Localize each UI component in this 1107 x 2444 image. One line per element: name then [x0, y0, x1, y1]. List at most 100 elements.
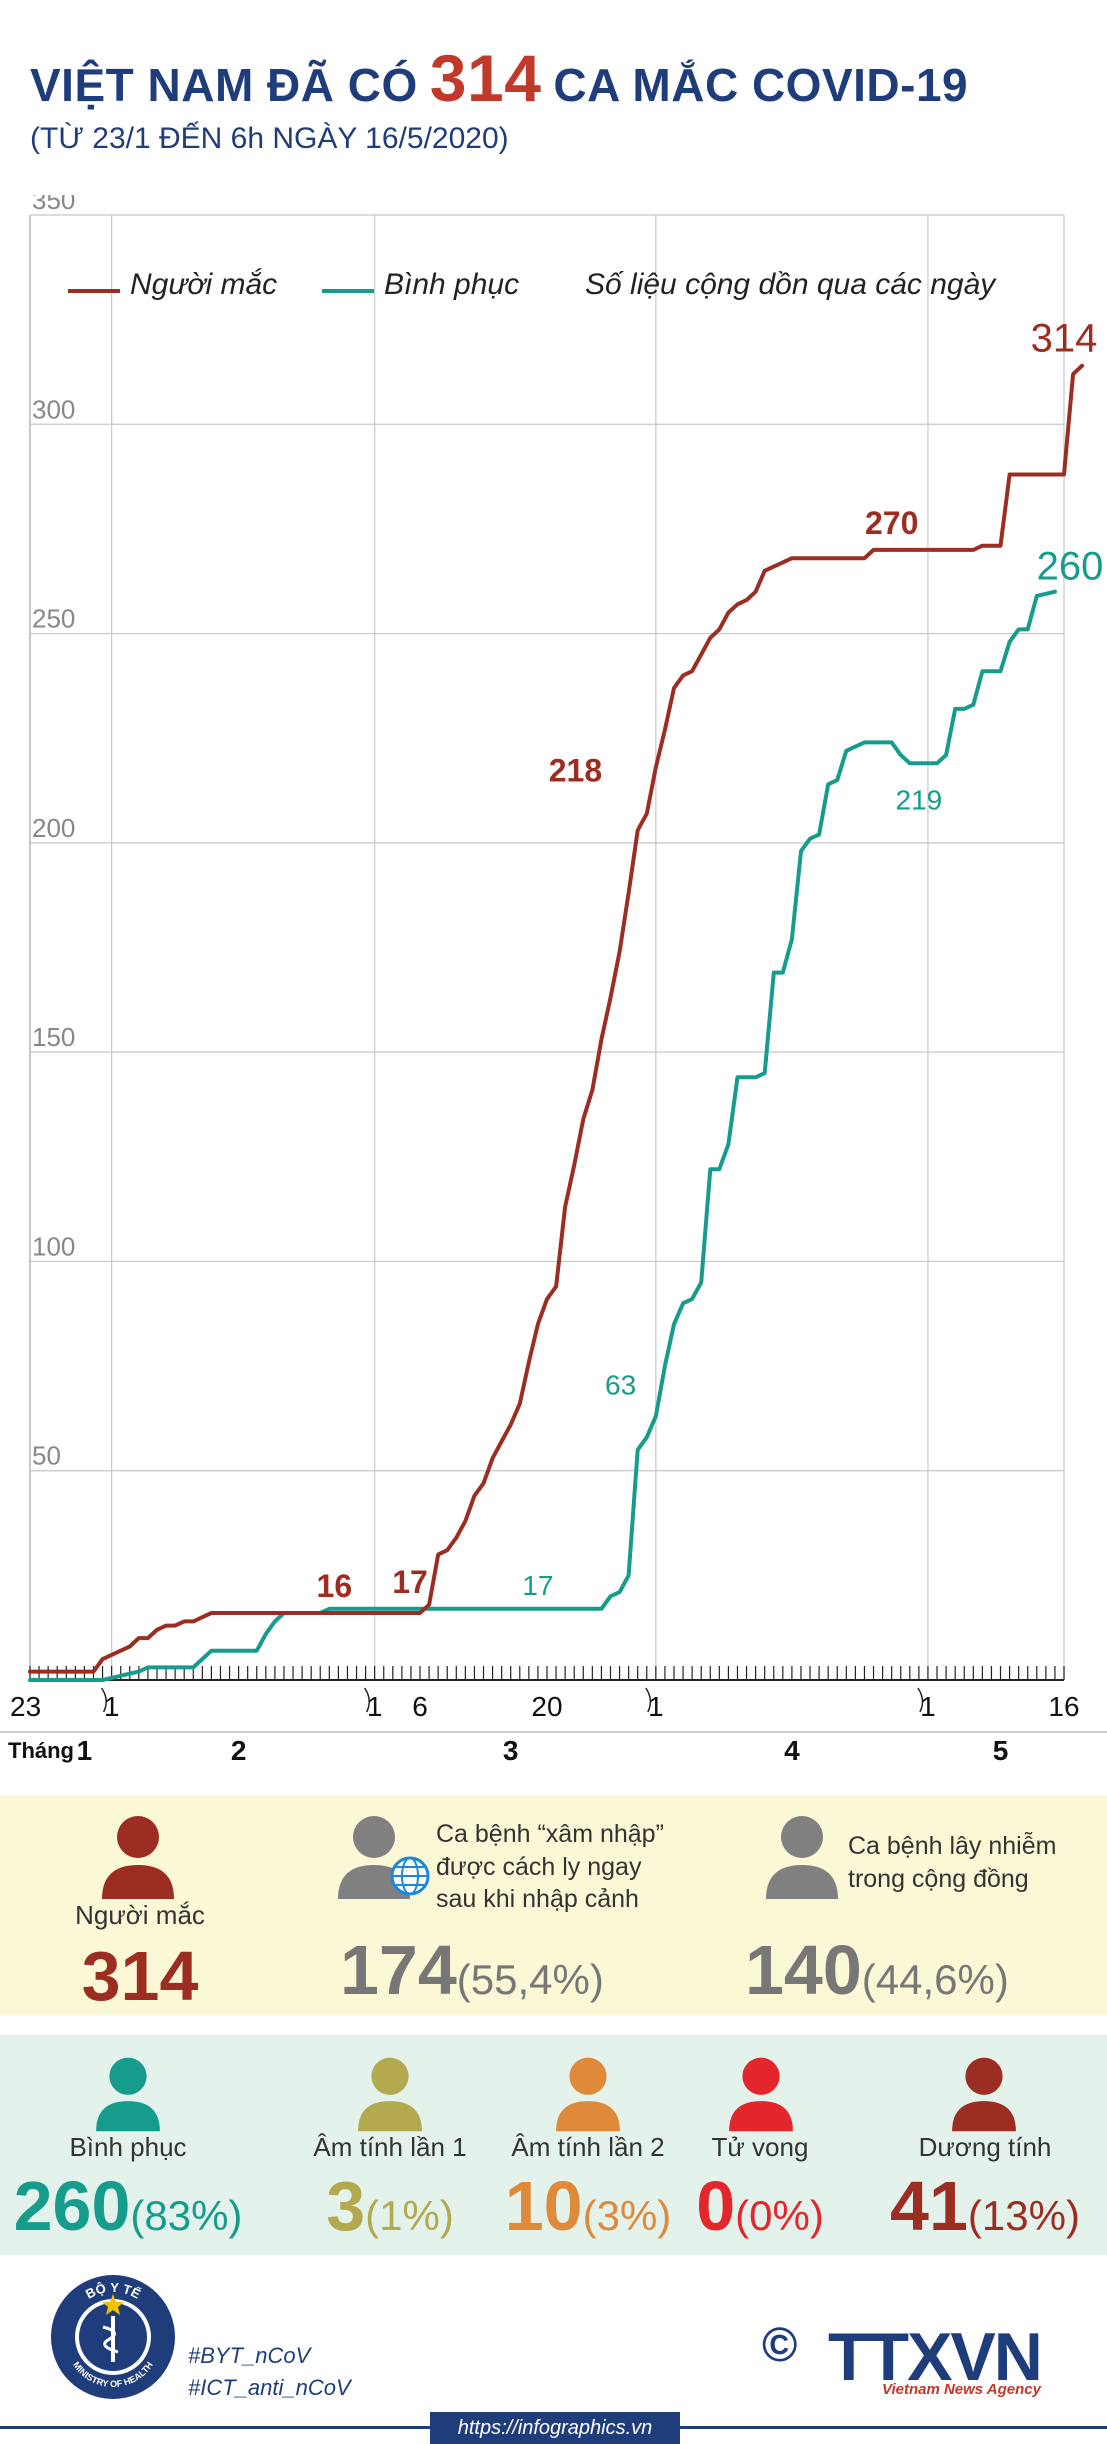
data-label: 260	[1037, 545, 1104, 589]
stat-community-value: 140	[745, 1931, 862, 2009]
stat-community-desc-1: Ca bệnh lây nhiễm	[848, 1832, 1057, 1860]
month-label: 1	[77, 1735, 93, 1765]
month-bracket	[101, 1687, 107, 1713]
stat-cases: Người mắc 314	[40, 1900, 240, 2011]
x-tick-label: 20	[531, 1691, 562, 1722]
x-tick-label: 1	[104, 1691, 120, 1722]
stat-positive-pct: (13%)	[967, 2192, 1080, 2239]
data-label: 17	[392, 1564, 428, 1600]
stat-negative-2-pct: (3%)	[582, 2192, 672, 2239]
stat-recovered-value: 260	[13, 2167, 131, 2245]
data-label: 16	[317, 1568, 353, 1604]
page-subtitle: (TỪ 23/1 ĐẾN 6h NGÀY 16/5/2020)	[30, 122, 509, 155]
stat-negative-2: Âm tính lần 2 10(3%)	[498, 2132, 678, 2241]
data-label: 63	[605, 1369, 636, 1400]
globe-icon	[390, 1856, 430, 1896]
y-tick-label: 200	[32, 813, 75, 843]
person-icon-recovered	[96, 2057, 160, 2132]
logo-top-text: BỘ Y TẾ	[83, 2280, 143, 2302]
y-tick-label: 50	[32, 1441, 61, 1471]
summary-panel-bottom	[0, 2035, 1107, 2255]
ministry-of-health-logo: BỘ Y TẾ MINISTRY OF HEALTH	[51, 2275, 175, 2399]
ttxvn-logo: TTXVN	[828, 2319, 1043, 2395]
stat-negative-2-value: 10	[504, 2167, 583, 2245]
stat-community-pct: (44,6%)	[861, 1956, 1009, 2003]
stat-death-value: 0	[696, 2167, 736, 2245]
footer-url-link[interactable]: https://infographics.vn	[430, 2412, 680, 2444]
data-label: 219	[896, 784, 943, 815]
stat-negative-2-label: Âm tính lần 2	[511, 2132, 665, 2162]
stat-cases-label: Người mắc	[75, 1900, 205, 1930]
legend-cases-swatch	[68, 289, 120, 293]
title-pre: VIỆT NAM ĐÃ CÓ	[30, 59, 418, 111]
title-post: CA MẮC COVID-19	[553, 59, 969, 111]
legend-recovered-label: Bình phục	[384, 268, 520, 301]
x-tick-label: 1	[920, 1691, 936, 1722]
data-label: 17	[522, 1570, 553, 1601]
stat-death-label: Tử vong	[711, 2132, 809, 2162]
y-tick-label: 150	[32, 1022, 75, 1052]
legend-recovered-swatch	[322, 289, 374, 293]
month-label: 3	[503, 1735, 519, 1765]
stat-imported-pct: (55,4%)	[456, 1956, 604, 2003]
page-title: VIỆT NAM ĐÃ CÓ 314 CA MẮC COVID-19	[30, 40, 968, 116]
stat-imported-desc-3: sau khi nhập cảnh	[436, 1885, 639, 1913]
person-icon-negative-1	[358, 2057, 422, 2132]
hashtags: #BYT_nCoV #ICT_anti_nCoV	[188, 2340, 351, 2404]
data-label: 218	[549, 753, 602, 789]
stat-community: 140(44,6%)	[745, 1935, 1085, 2005]
series-line-recovered	[28, 589, 1057, 1682]
month-bracket	[364, 1687, 370, 1713]
stat-community-desc-2: trong cộng đồng	[848, 1864, 1029, 1893]
stat-negative-1-pct: (1%)	[365, 2192, 454, 2239]
vna-label: Vietnam News Agency	[882, 2381, 1041, 2398]
x-tick-label: 23	[10, 1691, 41, 1722]
hashtag-byt[interactable]: #BYT_nCoV	[188, 2343, 311, 2368]
month-label: 5	[993, 1735, 1009, 1765]
stat-imported-desc-2: được cách ly ngay	[436, 1852, 642, 1881]
summary-panel-top	[0, 1795, 1107, 2015]
person-icon-community	[766, 1816, 838, 1899]
data-label: 314	[1031, 317, 1098, 361]
month-label: 2	[231, 1735, 247, 1765]
stat-negative-1-label: Âm tính lần 1	[313, 2132, 467, 2162]
y-tick-label: 300	[32, 394, 75, 424]
legend-note: Số liệu cộng dồn qua các ngày	[585, 268, 996, 301]
stat-death: Tử vong 0(0%)	[680, 2132, 840, 2241]
hashtag-ict[interactable]: #ICT_anti_nCoV	[188, 2374, 351, 2400]
series-line-cases	[28, 363, 1085, 1674]
month-label: 4	[784, 1735, 800, 1765]
x-tick-label: 1	[367, 1691, 383, 1722]
x-tick-label: 6	[412, 1691, 428, 1722]
y-tick-label: 100	[32, 1231, 75, 1261]
month-bracket	[645, 1687, 652, 1713]
person-icon-cases	[102, 1816, 174, 1899]
copyright-symbol: ©	[762, 2319, 798, 2372]
svg-text:BỘ Y TẾ: BỘ Y TẾ	[83, 2280, 143, 2302]
y-tick-label: 350	[32, 195, 75, 215]
month-row-title: Tháng	[8, 1738, 74, 1763]
stat-positive-label: Dương tính	[918, 2132, 1052, 2162]
x-tick-label: 16	[1048, 1691, 1079, 1722]
stat-negative-1: Âm tính lần 1 3(1%)	[300, 2132, 480, 2241]
title-number: 314	[429, 41, 542, 115]
legend-cases-label: Người mắc	[130, 268, 278, 301]
stat-positive: Dương tính 41(13%)	[880, 2132, 1090, 2241]
person-icon-positive	[952, 2057, 1016, 2132]
stat-imported-value: 174	[340, 1931, 457, 2009]
stat-recovered-pct: (83%)	[130, 2192, 243, 2239]
x-tick-label: 1	[648, 1691, 664, 1722]
person-icon-negative-2	[556, 2057, 620, 2132]
stat-cases-value: 314	[81, 1937, 199, 2015]
stat-imported-desc-1: Ca bệnh “xâm nhập”	[436, 1820, 664, 1848]
y-tick-label: 250	[32, 604, 75, 634]
data-label: 270	[865, 505, 918, 541]
stat-positive-value: 41	[890, 2167, 968, 2245]
stat-community-desc: Ca bệnh lây nhiễm trong cộng đồng	[848, 1830, 1056, 1895]
stat-recovered: Bình phục 260(83%)	[8, 2132, 248, 2241]
month-bracket	[917, 1687, 924, 1713]
stat-imported: 174(55,4%)	[340, 1935, 670, 2005]
person-icon-death	[729, 2057, 793, 2132]
stat-death-pct: (0%)	[735, 2192, 824, 2239]
